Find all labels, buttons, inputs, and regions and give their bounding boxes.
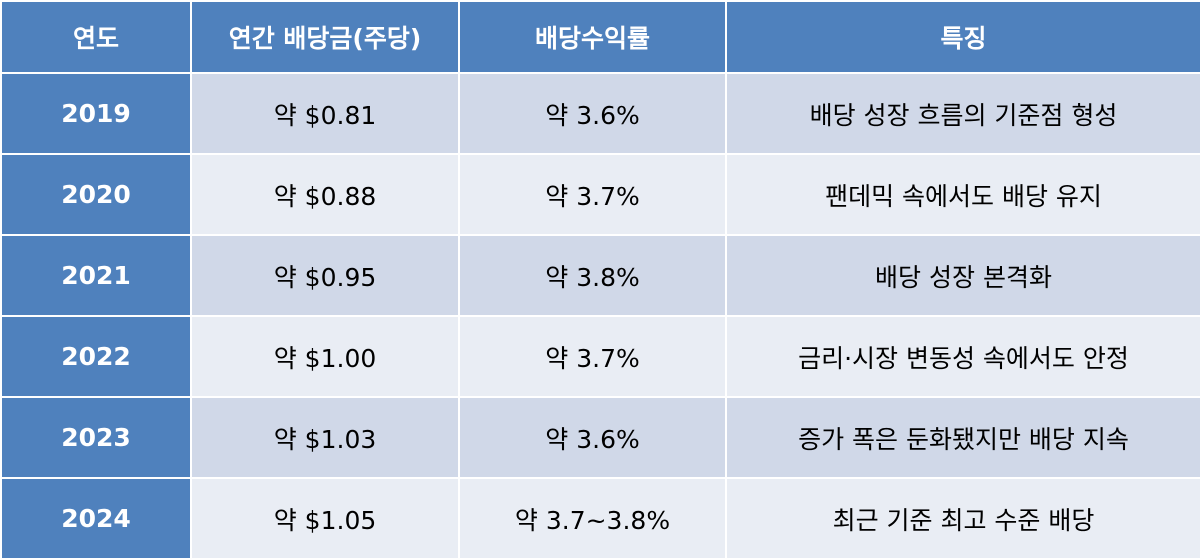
table-cell: 약 $1.00 bbox=[190, 315, 460, 398]
table-row: 2021 약 $0.95 약 3.8% 배당 성장 본격화 bbox=[0, 234, 1200, 317]
table-row: 2020 약 $0.88 약 3.7% 팬데믹 속에서도 배당 유지 bbox=[0, 153, 1200, 236]
table-cell: 약 $0.81 bbox=[190, 72, 460, 155]
header-cell: 연간 배당금(주당) bbox=[190, 0, 460, 74]
table-cell: 증가 폭은 둔화됐지만 배당 지속 bbox=[725, 396, 1200, 479]
table-row: 2023 약 $1.03 약 3.6% 증가 폭은 둔화됐지만 배당 지속 bbox=[0, 396, 1200, 479]
header-cell: 특징 bbox=[725, 0, 1200, 74]
year-cell: 2020 bbox=[0, 153, 192, 236]
table-cell: 약 3.8% bbox=[458, 234, 727, 317]
table-cell: 약 3.6% bbox=[458, 72, 727, 155]
table-cell: 약 3.7% bbox=[458, 153, 727, 236]
header-cell: 배당수익률 bbox=[458, 0, 727, 74]
table-cell: 약 3.7% bbox=[458, 315, 727, 398]
table-row: 2024 약 $1.05 약 3.7~3.8% 최근 기준 최고 수준 배당 bbox=[0, 477, 1200, 560]
table-cell: 배당 성장 본격화 bbox=[725, 234, 1200, 317]
table-cell: 약 $0.95 bbox=[190, 234, 460, 317]
table-cell: 약 $1.05 bbox=[190, 477, 460, 560]
header-row: 연도 연간 배당금(주당) 배당수익률 특징 bbox=[0, 0, 1200, 74]
table-body: 2019 약 $0.81 약 3.6% 배당 성장 흐름의 기준점 형성 2020 약 $… bbox=[0, 72, 1200, 560]
year-cell: 2024 bbox=[0, 477, 192, 560]
year-cell: 2022 bbox=[0, 315, 192, 398]
table-cell: 배당 성장 흐름의 기준점 형성 bbox=[725, 72, 1200, 155]
header-cell: 연도 bbox=[0, 0, 192, 74]
table-row: 2022 약 $1.00 약 3.7% 금리·시장 변동성 속에서도 안정 bbox=[0, 315, 1200, 398]
year-cell: 2019 bbox=[0, 72, 192, 155]
table-row: 2019 약 $0.81 약 3.6% 배당 성장 흐름의 기준점 형성 bbox=[0, 72, 1200, 155]
table-cell: 금리·시장 변동성 속에서도 안정 bbox=[725, 315, 1200, 398]
table-header: 연도 연간 배당금(주당) 배당수익률 특징 bbox=[0, 0, 1200, 74]
table-cell: 약 3.7~3.8% bbox=[458, 477, 727, 560]
year-cell: 2023 bbox=[0, 396, 192, 479]
year-cell: 2021 bbox=[0, 234, 192, 317]
table-cell: 약 $1.03 bbox=[190, 396, 460, 479]
table-cell: 약 3.6% bbox=[458, 396, 727, 479]
table-cell: 약 $0.88 bbox=[190, 153, 460, 236]
table-cell: 팬데믹 속에서도 배당 유지 bbox=[725, 153, 1200, 236]
table-cell: 최근 기준 최고 수준 배당 bbox=[725, 477, 1200, 560]
